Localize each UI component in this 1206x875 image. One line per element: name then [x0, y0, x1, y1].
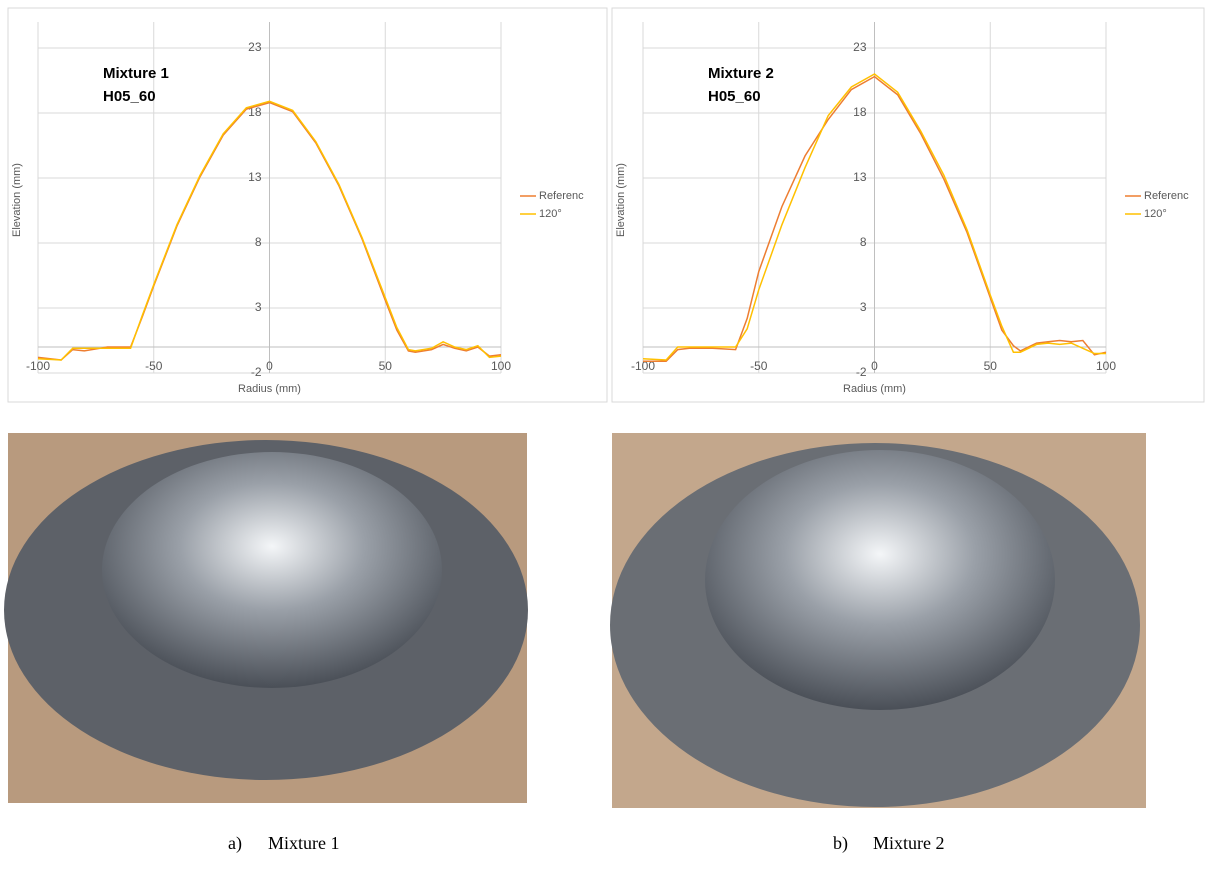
y-tick-label: 13	[248, 170, 262, 184]
caption-letter: b)	[833, 833, 848, 854]
x-tick-label: 100	[1096, 359, 1116, 373]
x-tick-label: -50	[145, 359, 163, 373]
x-tick-label: -50	[750, 359, 768, 373]
y-tick-label: 18	[853, 105, 867, 119]
annotation: Mixture 2	[708, 65, 774, 82]
x-axis-title: Radius (mm)	[843, 383, 906, 395]
chart-frame	[612, 8, 1204, 402]
y-tick-label: -2	[856, 365, 867, 379]
x-axis-title: Radius (mm)	[238, 383, 301, 395]
annotation: Mixture 1	[103, 65, 169, 82]
legend-label: Referenc	[539, 190, 584, 202]
legend-label: 120°	[1144, 208, 1167, 220]
caption: Mixture 2	[873, 833, 945, 853]
y-tick-label: 3	[255, 300, 262, 314]
x-tick-label: -100	[26, 359, 50, 373]
annotation: H05_60	[103, 88, 156, 105]
annotation: H05_60	[708, 88, 761, 105]
figure: a) Mixture 1 b) Mixture 2 -100 -50 0 50 100 -…	[0, 0, 1206, 870]
caption-letter: a)	[228, 833, 242, 854]
x-tick-label: 0	[871, 359, 878, 373]
legend-label: 120°	[539, 208, 562, 220]
x-tick-label: 0	[266, 359, 273, 373]
y-tick-label: 8	[860, 235, 867, 249]
y-axis-title: Elevation (mm)	[615, 163, 627, 237]
y-tick-label: 13	[853, 170, 867, 184]
chart-frame	[8, 8, 607, 402]
y-tick-label: 23	[248, 40, 262, 54]
x-tick-label: 100	[491, 359, 511, 373]
x-tick-label: 50	[379, 359, 393, 373]
y-tick-label: 8	[255, 235, 262, 249]
caption: Mixture 1	[268, 833, 340, 853]
y-axis-title: Elevation (mm)	[11, 163, 23, 237]
y-tick-label: -2	[251, 365, 262, 379]
y-tick-label: 3	[860, 300, 867, 314]
photo	[610, 433, 1146, 808]
legend-label: Referenc	[1144, 190, 1189, 202]
x-tick-label: 50	[984, 359, 998, 373]
photo	[4, 433, 528, 803]
y-tick-label: 23	[853, 40, 867, 54]
